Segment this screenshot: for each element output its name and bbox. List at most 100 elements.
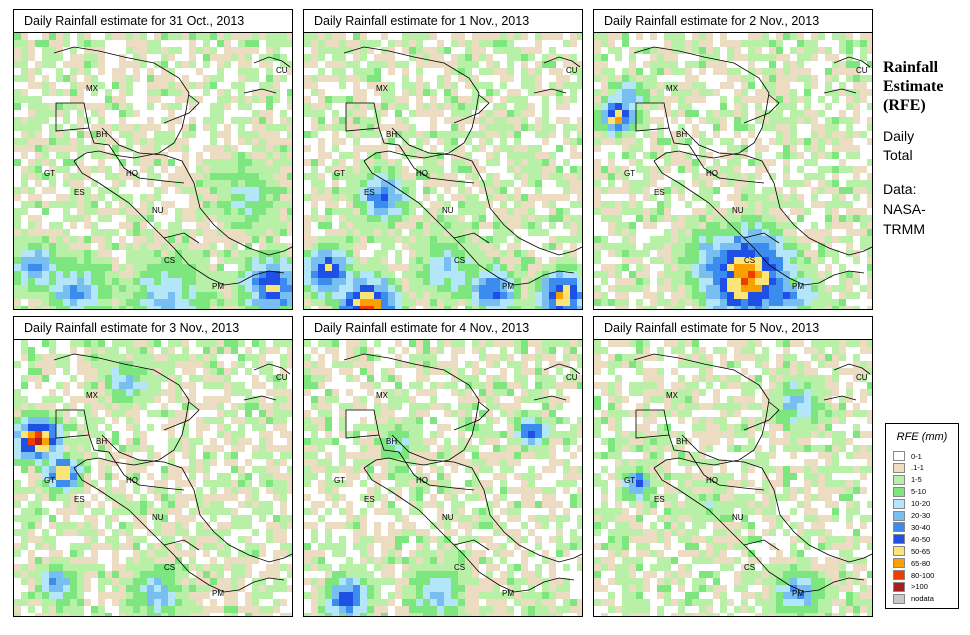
rainfall-cell	[395, 201, 402, 208]
rainfall-cell	[133, 278, 140, 285]
rainfall-cell	[175, 292, 182, 299]
rainfall-cell	[287, 187, 292, 194]
rainfall-cell	[577, 173, 582, 180]
rainfall-cell	[154, 138, 161, 145]
rainfall-cell	[21, 236, 28, 243]
rainfall-cell	[182, 299, 189, 306]
rainfall-cell	[196, 306, 203, 309]
rainfall-cell	[126, 250, 133, 257]
rainfall-cell	[259, 285, 266, 292]
rainfall-cell	[28, 54, 35, 61]
rainfall-cell	[245, 257, 252, 264]
rainfall-cell	[636, 201, 643, 208]
rainfall-cell	[615, 96, 622, 103]
rainfall-cell	[56, 424, 63, 431]
rainfall-cell	[203, 89, 210, 96]
rainfall-cell	[367, 194, 374, 201]
rainfall-cell	[374, 166, 381, 173]
rainfall-cell	[479, 236, 486, 243]
region-label-ho: HO	[706, 169, 718, 178]
rainfall-cell	[853, 110, 860, 117]
rainfall-cell	[867, 278, 872, 285]
rainfall-cell	[70, 480, 77, 487]
rainfall-cell	[601, 61, 608, 68]
rainfall-cell	[542, 299, 549, 306]
rainfall-cell	[762, 306, 769, 309]
boundary-line	[823, 88, 857, 94]
rainfall-cell	[594, 173, 601, 180]
rainfall-cell	[776, 222, 783, 229]
boundary-line	[138, 177, 185, 184]
rainfall-cell	[360, 110, 367, 117]
rainfall-cell	[622, 166, 629, 173]
rainfall-cell	[570, 257, 577, 264]
rainfall-cell	[622, 264, 629, 271]
rainfall-cell	[776, 264, 783, 271]
rainfall-cell	[535, 47, 542, 54]
rainfall-cell	[189, 82, 196, 89]
rainfall-cell	[657, 250, 664, 257]
rainfall-cell	[203, 215, 210, 222]
rainfall-cell	[35, 166, 42, 173]
rainfall-cell	[507, 299, 514, 306]
rainfall-cell	[77, 194, 84, 201]
rainfall-cell	[35, 194, 42, 201]
rainfall-cell	[867, 89, 872, 96]
rainfall-cell	[252, 117, 259, 124]
rainfall-cell	[318, 271, 325, 278]
rainfall-cell	[189, 438, 196, 445]
rainfall-cell	[28, 264, 35, 271]
rainfall-cell	[133, 229, 140, 236]
rainfall-cell	[126, 592, 133, 599]
rainfall-cell	[622, 33, 629, 40]
rainfall-cell	[528, 306, 535, 309]
rainfall-cell	[818, 173, 825, 180]
rainfall-cell	[650, 61, 657, 68]
rainfall-cell	[189, 194, 196, 201]
rainfall-cell	[409, 110, 416, 117]
rainfall-cell	[105, 264, 112, 271]
rainfall-cell	[140, 340, 147, 347]
rainfall-cell	[280, 145, 287, 152]
rainfall-cell	[49, 82, 56, 89]
rainfall-cell	[252, 201, 259, 208]
rainfall-cell	[458, 194, 465, 201]
rainfall-cell	[266, 264, 273, 271]
rainfall-cell	[252, 529, 259, 536]
rainfall-cell	[245, 543, 252, 550]
rainfall-cell	[224, 222, 231, 229]
rainfall-cell	[91, 194, 98, 201]
rainfall-cell	[273, 180, 280, 187]
rainfall-cell	[577, 152, 582, 159]
rainfall-cell	[311, 194, 318, 201]
rainfall-cell	[238, 257, 245, 264]
rainfall-cell	[570, 124, 577, 131]
rainfall-cell	[112, 571, 119, 578]
rainfall-cell	[479, 166, 486, 173]
rainfall-cell	[224, 431, 231, 438]
rainfall-cell	[35, 271, 42, 278]
rainfall-cell	[783, 285, 790, 292]
rainfall-cell	[685, 89, 692, 96]
rainfall-cell	[790, 306, 797, 309]
rainfall-cell	[175, 103, 182, 110]
rainfall-cell	[692, 285, 699, 292]
rainfall-cell	[664, 299, 671, 306]
rainfall-cell	[21, 208, 28, 215]
rainfall-cell	[381, 222, 388, 229]
rainfall-cell	[311, 187, 318, 194]
rainfall-cell	[664, 201, 671, 208]
rainfall-cell	[273, 466, 280, 473]
rainfall-cell	[430, 278, 437, 285]
rainfall-cell	[521, 250, 528, 257]
rainfall-cell	[678, 103, 685, 110]
rainfall-cell	[804, 117, 811, 124]
rainfall-cell	[238, 424, 245, 431]
rainfall-cell	[252, 382, 259, 389]
rainfall-cell	[542, 159, 549, 166]
rainfall-cell	[804, 278, 811, 285]
rainfall-cell	[147, 299, 154, 306]
rainfall-cell	[423, 208, 430, 215]
rainfall-cell	[381, 306, 388, 309]
